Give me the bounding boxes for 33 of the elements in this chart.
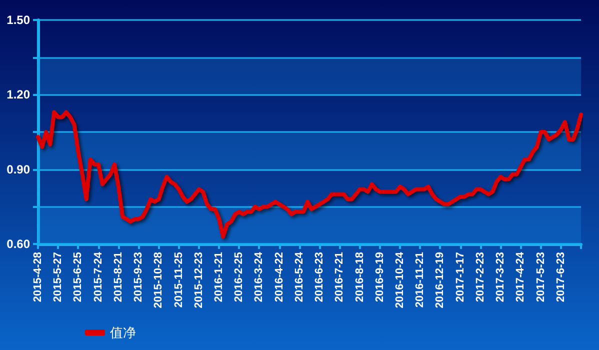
x-tick-label: 2017-5-23 — [534, 252, 547, 302]
y-tick-label: 1.20 — [6, 88, 30, 102]
x-tick-label: 2015-9-23 — [132, 252, 145, 302]
x-tick-label: 2017-1-17 — [454, 252, 466, 302]
legend-label: 值净 — [110, 325, 136, 340]
x-tick-label: 2016-9-19 — [374, 252, 386, 302]
y-tick-label: 0.90 — [6, 162, 30, 176]
x-tick-label: 2016-10-24 — [394, 251, 406, 308]
x-tick-label: 2016-12-19 — [434, 252, 446, 308]
x-tick-label: 2015-5-27 — [52, 252, 64, 302]
x-tick-label: 2015-6-25 — [72, 252, 84, 302]
x-tick-label: 2015-11-25 — [172, 252, 185, 308]
x-tick-label: 2017-4-24 — [514, 251, 527, 302]
x-tick-label: 2017-3-23 — [494, 252, 507, 302]
x-tick-label: 2015-10-28 — [152, 252, 165, 308]
x-tick-label: 2015-7-24 — [92, 251, 104, 302]
x-tick-label: 2016-6-23 — [314, 252, 326, 302]
x-tick-label: 2015-12-23 — [192, 252, 205, 308]
x-tick-label: 2016-1-21 — [213, 252, 225, 302]
y-tick-label: 0.60 — [6, 237, 30, 251]
x-tick-label: 2016-7-21 — [334, 252, 346, 302]
x-tick-label: 2015-8-21 — [112, 252, 124, 302]
x-tick-label: 2016-3-24 — [253, 251, 266, 302]
x-tick-label: 2017-6-23 — [554, 252, 567, 302]
x-tick-label: 2016-11-21 — [414, 252, 426, 308]
x-tick-label: 2015-4-28 — [32, 252, 44, 302]
x-tick-label: 2016-4-22 — [273, 252, 286, 302]
x-tick-label: 2017-2-23 — [474, 252, 486, 302]
x-tick-label: 2016-8-18 — [354, 252, 366, 302]
line-series — [36, 110, 583, 239]
x-tick-label: 2016-2-25 — [233, 252, 246, 302]
y-tick-label: 1.50 — [6, 13, 30, 27]
x-tick-label: 2016-5-24 — [293, 251, 306, 302]
